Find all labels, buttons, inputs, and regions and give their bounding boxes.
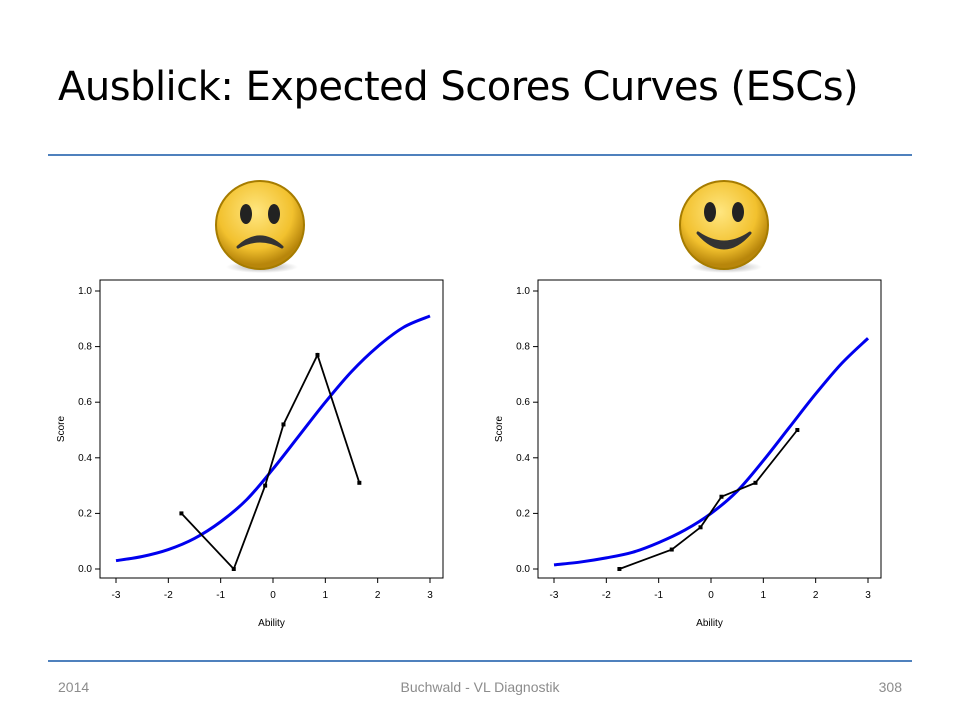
observed-point (179, 511, 184, 516)
plot-frame (99, 279, 444, 579)
y-tick-label: 0.6 (516, 397, 530, 408)
observed-point (357, 480, 362, 485)
y-tick-label: 0.6 (78, 397, 92, 408)
y-tick-label: 0.2 (516, 508, 530, 519)
y-tick-label: 0.2 (78, 508, 92, 519)
footer-page-number: 308 (878, 679, 902, 695)
observed-point (795, 428, 800, 432)
expected-score-curve (553, 337, 870, 567)
y-tick-label: 0.0 (516, 564, 530, 575)
slide-title: Ausblick: Expected Scores Curves (ESCs) (58, 64, 859, 110)
plot-frame (537, 279, 882, 579)
expected-score-curve (115, 314, 431, 563)
observed-score-line (619, 429, 799, 570)
esc-chart-left-svg: 0.0 0.2 0.4 0.6 0.8 1.0 -3 -2 -1 0 1 2 3 Ability Score (56, 279, 444, 629)
esc-chart-right-svg: 0.0 0.2 0.4 0.6 0.8 1.0 -3 -2 -1 0 1 2 3 Ability Score (494, 279, 882, 629)
y-tick-label: 1.0 (516, 286, 530, 297)
y-tick-label: 0.8 (78, 342, 92, 353)
title-divider (48, 154, 912, 156)
x-axis-label: Ability (696, 618, 723, 629)
observed-point (753, 480, 758, 485)
x-axis-label: Ability (258, 618, 285, 629)
x-tick-label: -1 (654, 590, 663, 601)
x-tick-label: 1 (761, 590, 767, 601)
x-tick-label: 1 (323, 590, 329, 601)
y-axis-label: Score (56, 416, 67, 443)
footer-divider (48, 660, 912, 662)
y-tick-label: 1.0 (78, 286, 92, 297)
y-tick-label: 0.4 (516, 453, 530, 464)
observed-point (281, 422, 286, 427)
sad-face-icon (210, 177, 310, 277)
observed-point (719, 494, 724, 499)
x-tick-label: 0 (708, 590, 714, 601)
observed-point (263, 483, 268, 488)
x-tick-label: 0 (270, 590, 276, 601)
x-tick-label: 2 (813, 590, 819, 601)
x-tick-label: -2 (164, 590, 173, 601)
x-tick-label: -2 (602, 590, 611, 601)
footer-course: Buchwald - VL Diagnostik (400, 679, 560, 695)
y-tick-label: 0.8 (516, 342, 530, 353)
esc-chart-left: 0.0 0.2 0.4 0.6 0.8 1.0 -3 -2 -1 0 1 2 3 Ability Score (50, 272, 450, 642)
observed-point (669, 547, 674, 552)
esc-chart-right: 0.0 0.2 0.4 0.6 0.8 1.0 -3 -2 -1 0 1 2 3 Ability Score (488, 272, 888, 642)
x-tick-label: -3 (550, 590, 559, 601)
happy-face-icon (674, 177, 774, 277)
x-tick-label: 3 (865, 590, 871, 601)
observed-point (698, 525, 703, 530)
observed-point (315, 352, 320, 357)
footer-year: 2014 (58, 679, 90, 695)
observed-point (617, 567, 622, 571)
x-tick-label: -3 (112, 590, 121, 601)
x-tick-label: 3 (427, 590, 433, 601)
y-tick-label: 0.0 (78, 564, 92, 575)
y-tick-label: 0.4 (78, 453, 92, 464)
observed-point (231, 567, 236, 571)
observed-score-line (180, 352, 361, 571)
y-axis-label: Score (494, 416, 505, 443)
x-tick-label: 2 (375, 590, 381, 601)
x-tick-label: -1 (216, 590, 225, 601)
